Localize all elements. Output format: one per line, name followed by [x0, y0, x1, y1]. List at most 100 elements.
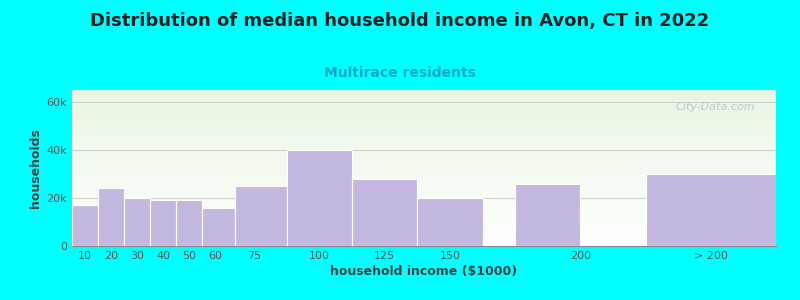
Bar: [124, 198, 150, 246]
Bar: [72, 126, 776, 128]
Bar: [176, 200, 202, 246]
Text: Multirace residents: Multirace residents: [324, 66, 476, 80]
Bar: [72, 106, 776, 107]
Bar: [72, 210, 776, 212]
Bar: [72, 137, 776, 138]
Bar: [72, 204, 776, 206]
Bar: [72, 208, 776, 210]
Bar: [72, 143, 776, 145]
Bar: [72, 98, 776, 99]
Bar: [72, 120, 776, 121]
Bar: [72, 95, 776, 96]
Bar: [72, 224, 776, 226]
Bar: [72, 112, 776, 113]
Bar: [72, 92, 776, 93]
Bar: [72, 205, 98, 246]
Bar: [72, 182, 776, 184]
Bar: [418, 198, 482, 246]
Bar: [72, 149, 776, 151]
Bar: [72, 134, 776, 135]
Bar: [72, 99, 776, 101]
Bar: [72, 93, 776, 95]
Bar: [352, 179, 418, 246]
Bar: [72, 212, 776, 213]
Bar: [72, 173, 776, 174]
Bar: [72, 116, 776, 118]
Bar: [72, 162, 776, 163]
Bar: [72, 118, 776, 120]
Bar: [287, 150, 352, 246]
Bar: [72, 244, 776, 246]
Bar: [72, 232, 776, 233]
Bar: [72, 237, 776, 238]
Bar: [72, 179, 776, 181]
Bar: [72, 103, 776, 104]
Bar: [72, 174, 776, 176]
Text: City-Data.com: City-Data.com: [675, 103, 755, 112]
Bar: [72, 177, 776, 179]
Bar: [72, 155, 776, 157]
Bar: [72, 202, 776, 204]
Bar: [72, 160, 776, 162]
Bar: [72, 109, 776, 110]
Bar: [72, 96, 776, 98]
Bar: [72, 165, 776, 166]
Bar: [235, 186, 287, 246]
Bar: [72, 140, 776, 142]
X-axis label: household income ($1000): household income ($1000): [330, 265, 518, 278]
Bar: [72, 123, 776, 124]
Bar: [72, 194, 776, 196]
Bar: [72, 187, 776, 188]
Bar: [72, 176, 776, 177]
Bar: [72, 193, 776, 194]
Bar: [72, 206, 776, 207]
Y-axis label: households: households: [30, 128, 42, 208]
Bar: [72, 124, 776, 126]
Bar: [72, 121, 776, 123]
Bar: [72, 218, 776, 220]
Bar: [72, 233, 776, 235]
Bar: [72, 240, 776, 241]
Bar: [72, 243, 776, 244]
Bar: [72, 190, 776, 191]
Bar: [72, 101, 776, 103]
Bar: [72, 229, 776, 230]
Text: Distribution of median household income in Avon, CT in 2022: Distribution of median household income …: [90, 12, 710, 30]
Bar: [72, 201, 776, 202]
Bar: [72, 132, 776, 134]
Bar: [72, 191, 776, 193]
Bar: [72, 168, 776, 170]
Bar: [72, 152, 776, 154]
Bar: [72, 167, 776, 168]
Bar: [72, 227, 776, 229]
Bar: [72, 199, 776, 201]
Bar: [72, 235, 776, 237]
Bar: [150, 200, 176, 246]
Bar: [72, 220, 776, 221]
Bar: [72, 213, 776, 215]
Bar: [72, 115, 776, 116]
Bar: [72, 163, 776, 165]
Bar: [72, 223, 776, 224]
Bar: [646, 174, 776, 246]
Bar: [72, 113, 776, 115]
Bar: [72, 110, 776, 112]
Bar: [72, 104, 776, 106]
Bar: [515, 184, 581, 246]
Bar: [72, 146, 776, 148]
Bar: [72, 188, 776, 190]
Bar: [98, 188, 124, 246]
Bar: [72, 138, 776, 140]
Bar: [72, 142, 776, 143]
Bar: [72, 185, 776, 187]
Bar: [72, 238, 776, 240]
Bar: [72, 128, 776, 129]
Bar: [72, 145, 776, 146]
Bar: [72, 151, 776, 152]
Bar: [72, 198, 776, 199]
Bar: [72, 157, 776, 159]
Bar: [72, 196, 776, 198]
Bar: [72, 207, 776, 208]
Bar: [202, 208, 235, 246]
Bar: [72, 241, 776, 243]
